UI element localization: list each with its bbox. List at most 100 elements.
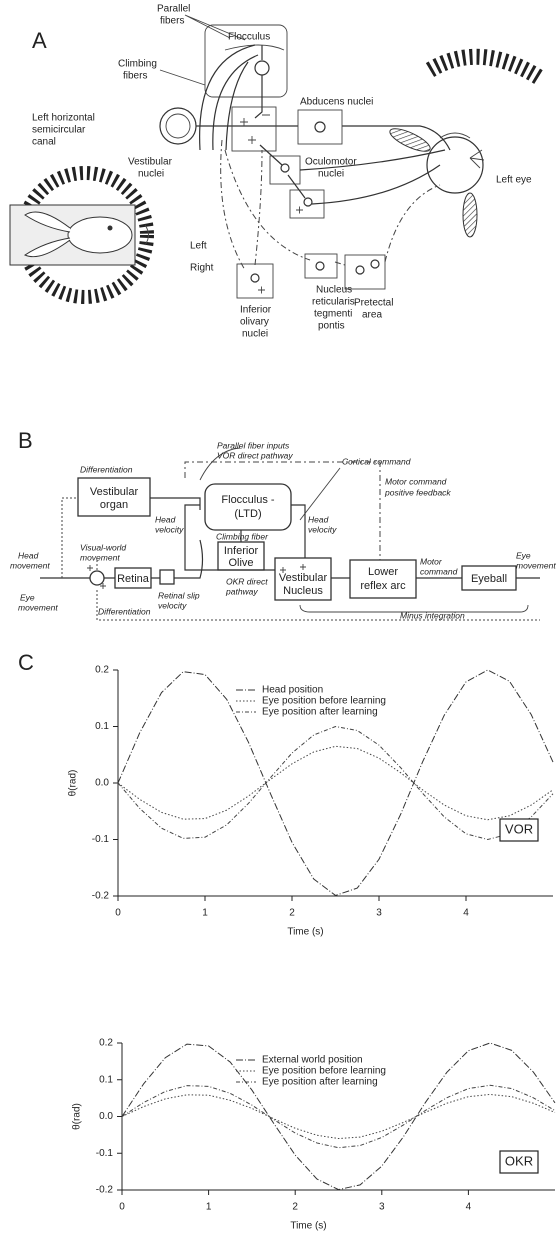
pointer [199, 447, 241, 481]
semicircular-canal [165, 113, 191, 139]
rabbit-head [67, 216, 133, 254]
label: fibers [123, 71, 147, 82]
parallel-fiber [224, 44, 285, 51]
panel-label: A [32, 28, 47, 53]
chart: 0.2 0.1 0.0 -0.1 -0.2 0 1 2 3 4 Time (s) θ(rad) Head… [68, 665, 554, 938]
y-axis-label: θ(rad) [72, 1103, 83, 1130]
positive-feedback [184, 461, 381, 560]
series-line [121, 1093, 556, 1140]
y-tick-label: -0.1 [92, 834, 110, 845]
pointer [159, 69, 206, 86]
y-tick-label: 0.0 [95, 778, 109, 789]
y-tick-label: -0.2 [96, 1185, 114, 1196]
label: Left horizontal [32, 113, 95, 124]
y-tick-label: 0.0 [99, 1111, 113, 1122]
neuron [280, 163, 290, 173]
annotation-box [499, 818, 539, 842]
panel-label: B [18, 428, 33, 453]
sign [240, 114, 270, 144]
label: Lower [368, 566, 398, 578]
integration-bracket [299, 604, 529, 613]
series-line [117, 725, 554, 841]
label: area [362, 310, 382, 321]
label: Differentiation [98, 606, 151, 616]
y-tick-label: -0.1 [96, 1148, 114, 1159]
climbing-pathway [254, 149, 263, 266]
eye-muscle [462, 192, 478, 238]
annotation-box [499, 1150, 539, 1174]
y-tick-label: 0.1 [99, 1074, 113, 1085]
label: Climbing fiber [216, 531, 269, 541]
label: Left eye [496, 175, 532, 186]
chart: 0.2 0.1 0.0 -0.1 -0.2 0 1 2 3 4 Time (s) θ(rad) Exte… [72, 1038, 556, 1232]
label: positive feedback [384, 487, 451, 497]
label: OKR direct [226, 576, 268, 586]
label: Retinal slip [158, 590, 200, 600]
flocculus-box [204, 483, 292, 531]
vor-direct-path [184, 504, 275, 571]
oculomotor-box-2 [289, 189, 325, 219]
label: Left [190, 241, 207, 252]
annotation: OKR [505, 1153, 533, 1168]
panel-a: A [9, 4, 545, 340]
inferior-olive-box [236, 263, 274, 299]
abducens-box [297, 109, 343, 145]
label: tegmenti [314, 309, 352, 320]
label: Vestibular [279, 572, 328, 584]
x-tick-label: 1 [202, 908, 208, 919]
label: velocity [308, 524, 337, 534]
sign [296, 206, 303, 214]
sign [87, 564, 306, 589]
semicircular-canal [159, 107, 197, 145]
label: movement [10, 560, 50, 570]
neuron [250, 273, 260, 283]
x-tick-label: 3 [376, 908, 382, 919]
label: nuclei [138, 169, 164, 180]
label: Cortical command [342, 456, 411, 466]
label: Olive [228, 557, 253, 569]
oculomotor-box [269, 155, 301, 185]
eye-feedback [96, 590, 540, 621]
vestibular-nuclei-box [231, 106, 277, 152]
purkinje-axon [254, 75, 263, 119]
vestibular-organ-box [77, 477, 151, 517]
label: Minus integration [400, 610, 465, 620]
annotation: VOR [505, 821, 533, 836]
label: command [420, 566, 458, 576]
label: Eyeball [471, 573, 507, 585]
rabbit-eye [107, 225, 113, 231]
label: Inferior [240, 305, 272, 316]
label: VOR direct pathway [217, 450, 293, 460]
label: Flocculus - [221, 494, 275, 506]
y-tick-label: 0.2 [99, 1038, 113, 1049]
x-axis-label: Time (s) [287, 927, 323, 938]
neuron [355, 265, 365, 275]
label: pathway [225, 586, 258, 596]
panel-label: C [18, 650, 34, 675]
summing-junction [89, 570, 105, 586]
head-path [61, 497, 78, 578]
label: Motor [420, 556, 443, 566]
neuron [315, 261, 325, 271]
label: Parallel fiber inputs [217, 440, 290, 450]
y-tick-label: 0.2 [95, 665, 109, 676]
legend-label: Head position [262, 685, 323, 696]
label: Inferior [224, 545, 259, 557]
series-line [121, 1042, 556, 1191]
label: reflex arc [360, 580, 406, 592]
label: organ [100, 499, 128, 511]
panel-c: C 0.2 0.1 0.0 -0.1 -0.2 0 1 2 3 4 Time (s) θ(rad) He… [18, 650, 556, 1232]
climbing-fiber [199, 44, 256, 151]
panel-b: B Parallel fiber inputs VOR direct pathw… [10, 428, 556, 621]
x-tick-label: 0 [119, 1202, 125, 1213]
legend-label: Eye position before learning [262, 696, 386, 707]
climbing-fiber [225, 61, 249, 151]
left-eye [426, 136, 484, 194]
legend-label: Eye position after learning [262, 1077, 378, 1088]
nrtp-box [304, 253, 338, 279]
label: Head [308, 514, 329, 524]
neuron [314, 121, 326, 133]
y-axis-label: θ(rad) [68, 770, 79, 797]
flocculus-output [291, 504, 306, 558]
legend-label: Eye position after learning [262, 707, 378, 718]
